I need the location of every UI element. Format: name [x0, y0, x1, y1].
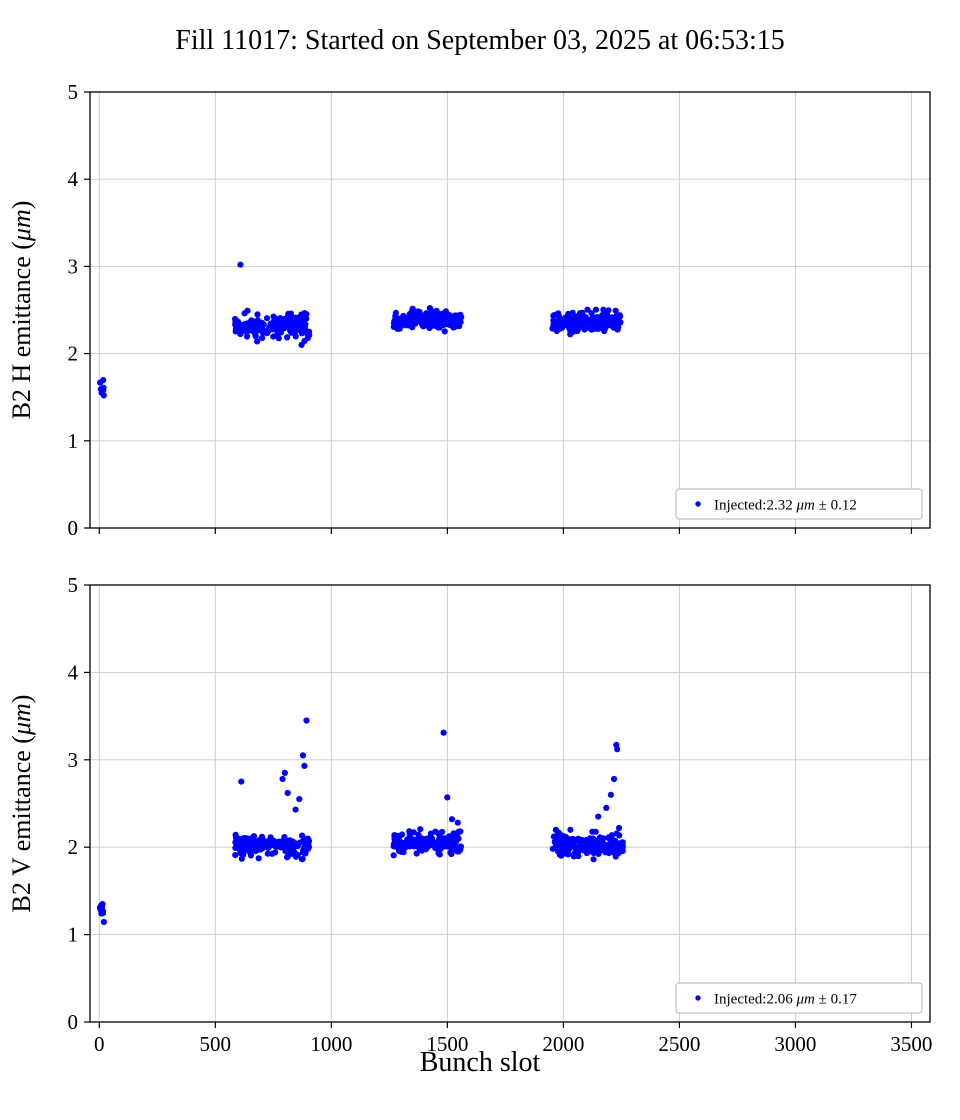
x-tick-label: 2000: [542, 1032, 584, 1056]
y-tick-label: 4: [68, 167, 79, 191]
legend-box: [675, 982, 923, 1014]
y-tick-label: 5: [68, 573, 79, 597]
x-tick-label: 0: [94, 1032, 105, 1056]
y-tick-label: 1: [68, 429, 79, 453]
legend-box: [675, 488, 923, 520]
x-tick-label: 3000: [774, 1032, 816, 1056]
y-tick-label: 0: [68, 516, 79, 540]
y-tick-label: 3: [68, 254, 79, 278]
x-tick-label: 500: [200, 1032, 232, 1056]
x-axis-label: Bunch slot: [419, 1047, 541, 1078]
y-tick-label: 0: [68, 1010, 79, 1034]
y-axis-label: B2 V emittance (μm): [7, 695, 36, 913]
x-tick-label: 3500: [890, 1032, 932, 1056]
y-tick-label: 3: [68, 748, 79, 772]
legend-label: Injected:2.06 μm ± 0.17: [714, 992, 857, 1008]
y-tick-label: 1: [68, 923, 79, 947]
legend-marker-icon: [695, 995, 701, 1001]
figure-title: Fill 11017: Started on September 03, 202…: [175, 25, 785, 56]
subplot-b2-h-emittance: 0 1 2 3 4 5 B2 H emittance (μm) Injected:2.32 μ…: [7, 80, 931, 540]
x-tick-label: 1500: [426, 1032, 468, 1056]
x-tick-label: 2500: [658, 1032, 700, 1056]
x-tick-label: 1000: [310, 1032, 352, 1056]
subplot-b2-v-emittance: 0 1 2 3 4 5 0 500 1000 1500 2000 2500 3000 3500 B2 V e…: [7, 573, 932, 1056]
y-tick-label: 2: [68, 342, 79, 366]
y-tick-label: 2: [68, 835, 79, 859]
legend-marker-icon: [695, 501, 701, 507]
y-tick-label: 5: [68, 80, 79, 104]
y-tick-label: 4: [68, 660, 79, 684]
y-axis-label: B2 H emittance (μm): [7, 201, 36, 420]
legend-label: Injected:2.32 μm ± 0.12: [714, 498, 857, 514]
